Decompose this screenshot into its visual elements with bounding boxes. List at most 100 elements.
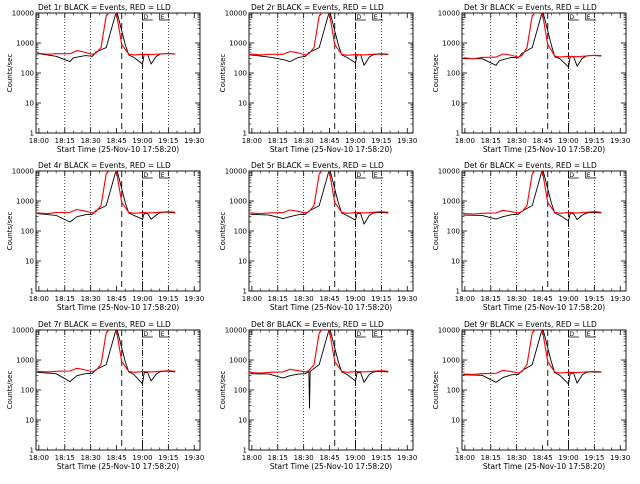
x-tick-label: 18:45 xyxy=(319,137,339,145)
panel-3: Det 3r BLACK = Events, RED = LLD 1 10 100 10… xyxy=(432,3,630,154)
series-line-events xyxy=(250,13,389,66)
flag-label: E xyxy=(161,14,165,21)
y-tick-label: 100 xyxy=(21,70,34,78)
x-tick-label: 18:45 xyxy=(532,295,552,303)
plot-frame xyxy=(461,170,627,292)
flag-marker xyxy=(142,14,153,21)
y-tick-label: 1 xyxy=(456,288,460,296)
x-tick-label: 19:00 xyxy=(132,137,152,145)
flag-marker xyxy=(159,172,171,179)
y-tick-label: 10000 xyxy=(225,327,247,335)
x-tick-label: 18:15 xyxy=(268,137,288,145)
plot-frame xyxy=(35,329,201,451)
flag-label: D xyxy=(356,14,361,21)
flag-label: E xyxy=(587,331,591,338)
panel-title: Det 8r BLACK = Events, RED = LLD xyxy=(251,320,384,329)
x-tick-label: 18:45 xyxy=(532,137,552,145)
flag-marker xyxy=(372,172,384,179)
x-tick-label: 18:00 xyxy=(29,137,49,145)
x-axis-label: Start Time (25-Nov-10 17:58:20) xyxy=(270,145,392,154)
plot-frame xyxy=(35,170,201,292)
series-line-events xyxy=(37,330,176,385)
y-axis-label: Counts/sec xyxy=(432,212,440,251)
y-tick-label: 10000 xyxy=(438,10,460,18)
series-group xyxy=(463,330,602,385)
x-tick-label: 18:45 xyxy=(319,295,339,303)
y-tick-label: 10 xyxy=(25,417,34,425)
flag-marker xyxy=(568,14,579,21)
x-tick-label: 19:00 xyxy=(345,295,365,303)
y-axis-label: Counts/sec xyxy=(219,54,227,93)
plot-frame xyxy=(461,329,627,451)
panel-4: Det 4r BLACK = Events, RED = LLD 1 10 100 10… xyxy=(6,161,204,312)
x-axis-label: Start Time (25-Nov-10 17:58:20) xyxy=(483,303,605,312)
x-tick-label: 19:30 xyxy=(610,454,630,462)
series-line-lld xyxy=(250,330,389,374)
x-tick-label: 18:30 xyxy=(81,454,101,462)
series-line-lld xyxy=(463,171,602,215)
y-tick-label: 100 xyxy=(21,387,34,395)
panel-title: Det 1r BLACK = Events, RED = LLD xyxy=(38,3,171,12)
y-tick-label: 10 xyxy=(238,417,247,425)
flag-label: D xyxy=(143,172,148,179)
plot-frame xyxy=(248,12,414,134)
x-tick-label: 18:00 xyxy=(242,137,262,145)
plot-frame xyxy=(248,170,414,292)
x-axis-label: Start Time (25-Nov-10 17:58:20) xyxy=(270,462,392,471)
flag-label: D xyxy=(569,172,574,179)
y-tick-label: 10000 xyxy=(12,10,34,18)
x-axis-label: Start Time (25-Nov-10 17:58:20) xyxy=(57,303,179,312)
x-tick-label: 19:15 xyxy=(371,454,391,462)
x-tick-label: 18:30 xyxy=(294,295,314,303)
x-tick-label: 18:15 xyxy=(268,295,288,303)
y-axis-label: Counts/sec xyxy=(6,54,14,93)
series-group xyxy=(250,13,389,66)
x-tick-label: 18:00 xyxy=(242,295,262,303)
y-tick-label: 100 xyxy=(234,228,247,236)
panel-1: Det 1r BLACK = Events, RED = LLD 1 10 100 10… xyxy=(6,3,204,154)
x-tick-label: 18:00 xyxy=(242,454,262,462)
panel-8: Det 8r BLACK = Events, RED = LLD 1 10 100 10… xyxy=(219,320,417,471)
y-tick-label: 10 xyxy=(238,100,247,108)
flag-marker xyxy=(142,331,153,338)
series-line-events xyxy=(37,171,176,223)
x-tick-label: 18:00 xyxy=(29,454,49,462)
y-axis-label: Counts/sec xyxy=(432,54,440,93)
series-line-events xyxy=(463,330,602,385)
flag-label: E xyxy=(374,331,378,338)
y-tick-label: 10 xyxy=(25,100,34,108)
x-tick-label: 19:15 xyxy=(158,454,178,462)
flag-marker xyxy=(355,331,366,338)
series-line-lld xyxy=(250,13,389,56)
x-axis-label: Start Time (25-Nov-10 17:58:20) xyxy=(270,303,392,312)
x-tick-label: 18:45 xyxy=(106,137,126,145)
flag-label: D xyxy=(569,331,574,338)
flag-label: E xyxy=(161,331,165,338)
x-tick-label: 18:15 xyxy=(481,295,501,303)
series-line-lld xyxy=(37,13,176,56)
panel-title: Det 5r BLACK = Events, RED = LLD xyxy=(251,161,384,170)
x-tick-label: 18:30 xyxy=(81,295,101,303)
panel-6: Det 6r BLACK = Events, RED = LLD 1 10 100 10… xyxy=(432,161,630,312)
flag-label: D xyxy=(356,172,361,179)
y-tick-label: 1 xyxy=(30,447,34,455)
y-axis-label: Counts/sec xyxy=(6,212,14,251)
flag-label: E xyxy=(374,172,378,179)
flag-marker xyxy=(159,14,171,21)
flag-label: D xyxy=(143,331,148,338)
series-group xyxy=(37,330,176,385)
x-tick-label: 19:00 xyxy=(132,295,152,303)
y-tick-label: 1000 xyxy=(442,40,460,48)
x-tick-label: 19:30 xyxy=(397,454,417,462)
x-tick-label: 18:00 xyxy=(29,295,49,303)
series-group xyxy=(37,171,176,223)
x-tick-label: 18:30 xyxy=(507,137,527,145)
plot-frame xyxy=(248,329,414,451)
series-line-events xyxy=(250,171,389,225)
x-tick-label: 19:30 xyxy=(184,137,204,145)
y-tick-label: 10000 xyxy=(438,327,460,335)
x-tick-label: 19:15 xyxy=(584,137,604,145)
x-tick-label: 18:30 xyxy=(81,137,101,145)
x-tick-label: 19:00 xyxy=(132,454,152,462)
